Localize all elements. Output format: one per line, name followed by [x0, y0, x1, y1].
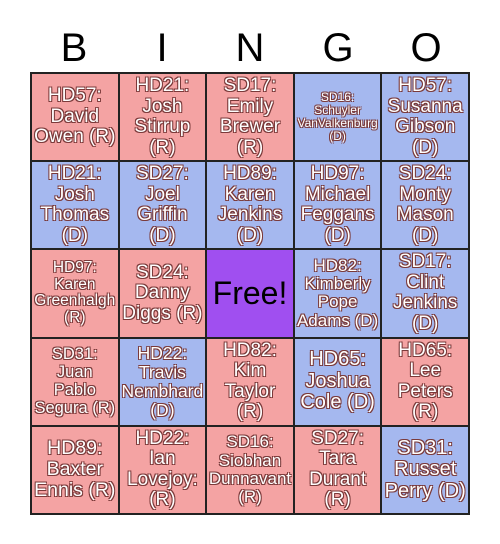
cell-text: SD27: Joel Griffin (D) [135, 163, 189, 246]
cell-text: HD82: Kimberly Pope Adams (D) [296, 255, 379, 330]
header-letter: I [156, 26, 168, 70]
bingo-cell: SD31: Russet Perry (D) [381, 425, 469, 514]
bingo-cell: HD89: Karen Jenkins (D) [206, 161, 294, 250]
header-letter: O [410, 26, 442, 70]
bingo-cell: SD24: Danny Diggs (R) [118, 249, 207, 338]
bingo-cell: HD82: Kim Taylor (R) [206, 337, 294, 426]
bingo-cell: HD22: Ian Lovejoy: (R) [118, 425, 207, 514]
cell-text: HD21: Josh Thomas (D) [40, 163, 110, 246]
bingo-cell: HD65: Joshua Cole (D) [293, 337, 382, 426]
bingo-cell: SD27: Tara Durant (R) [293, 425, 382, 514]
cell-text: SD24: Monty Mason (D) [396, 163, 454, 246]
cell-text: SD31: Juan Pablo Segura (R) [34, 345, 116, 417]
bingo-cell: HD97: Michael Feggans (D) [293, 161, 382, 250]
cell-text: HD57: Susanna Gibson (D) [387, 75, 463, 158]
bingo-cell: HD82: Kimberly Pope Adams (D) [293, 249, 382, 338]
cell-text: HD65: Joshua Cole (D) [300, 348, 375, 414]
bingo-cell: SD17: Clint Jenkins (D) [381, 249, 469, 338]
cell-text: HD82: Kim Taylor (R) [223, 339, 277, 423]
bingo-cell: SD16: Siobhan Dunnavant (R) [206, 425, 294, 514]
cell-text: SD17: Clint Jenkins (D) [392, 251, 458, 334]
cell-text: SD27: Tara Durant (R) [309, 427, 367, 511]
cell-text: HD57: David Owen (R) [34, 85, 116, 148]
bingo-cell: HD89: Baxter Ennis (R) [31, 425, 119, 514]
bingo-cell: SD24: Monty Mason (D) [381, 161, 469, 250]
bingo-cell: Free! [206, 249, 294, 338]
bingo-cell: HD57: Susanna Gibson (D) [381, 73, 469, 162]
bingo-cell: HD97: Karen Greenhalgh (R) [31, 249, 119, 338]
header-letter: G [322, 26, 354, 70]
cell-text: SD31: Russet Perry (D) [384, 436, 466, 502]
cell-text: HD89: Baxter Ennis (R) [34, 437, 116, 502]
cell-text: HD89: Karen Jenkins (D) [217, 163, 283, 246]
cell-text: HD97: Karen Greenhalgh (R) [34, 259, 116, 327]
cell-text: SD24: Danny Diggs (R) [122, 261, 203, 324]
cell-text: SD17: Emily Brewer (R) [219, 75, 281, 158]
bingo-cell: SD17: Emily Brewer (R) [206, 73, 294, 162]
bingo-cell: SD27: Joel Griffin (D) [118, 161, 207, 250]
cell-text: SD16: Siobhan Dunnavant (R) [208, 432, 292, 507]
bingo-cell: HD21: Josh Thomas (D) [31, 161, 119, 250]
bingo-card: HD57: David Owen (R) HD21: Josh Stirrup (… [30, 72, 470, 515]
header-letter: N [235, 26, 265, 70]
cell-text: SD16: Schuyler VanValkenburg (D) [297, 90, 378, 144]
cell-text: HD21: Josh Stirrup (R) [134, 75, 191, 158]
cell-text: HD97: Michael Feggans (D) [300, 163, 375, 246]
cell-text: HD22: Travis Nembhard (D) [121, 342, 204, 420]
bingo-cell: HD65: Lee Peters (R) [381, 337, 469, 426]
bingo-cell: HD57: David Owen (R) [31, 73, 119, 162]
bingo-cell: HD22: Travis Nembhard (D) [118, 337, 207, 426]
bingo-cell: HD21: Josh Stirrup (R) [118, 73, 207, 162]
header-letter: B [60, 26, 88, 70]
cell-text: HD22: Ian Lovejoy: (R) [127, 427, 198, 511]
bingo-cell: SD16: Schuyler VanValkenburg (D) [293, 73, 382, 162]
cell-text: Free! [212, 275, 288, 312]
cell-text: HD65: Lee Peters (R) [397, 339, 453, 423]
bingo-cell: SD31: Juan Pablo Segura (R) [31, 337, 119, 426]
